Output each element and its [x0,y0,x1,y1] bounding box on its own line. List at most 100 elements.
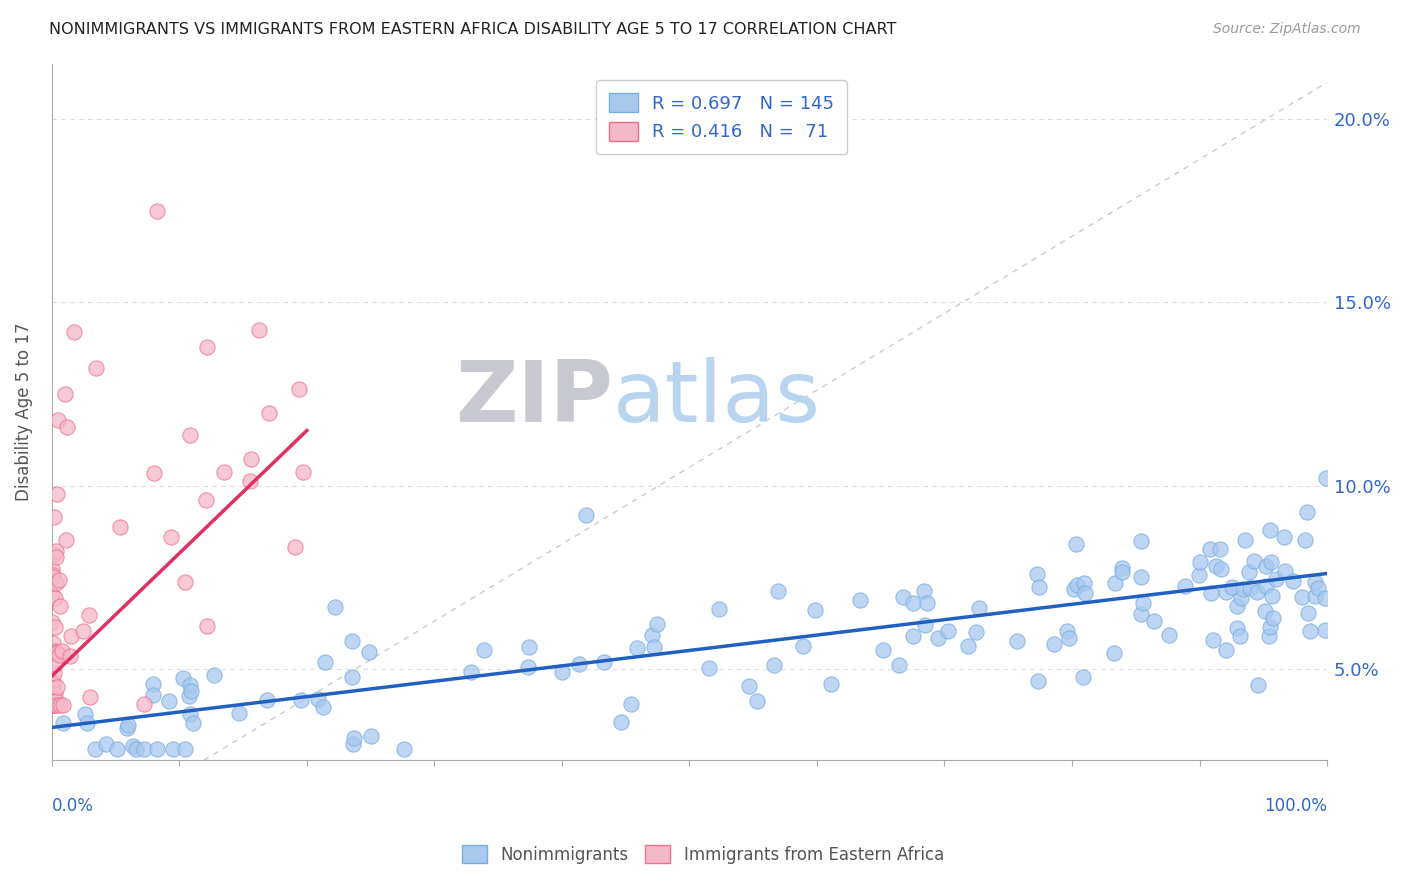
Point [1315,471,1337,485]
Point [1265,572,1288,586]
Point [228,706,250,721]
Text: 100.0%: 100.0% [1264,797,1327,815]
Point [1043,636,1066,650]
Point [738,679,761,693]
Point [1132,596,1154,610]
Point [1130,533,1153,548]
Point [472,643,495,657]
Point [342,738,364,752]
Point [1306,581,1329,595]
Point [551,665,574,679]
Point [1056,624,1078,638]
Point [360,729,382,743]
Point [891,590,914,604]
Point [1232,582,1254,597]
Point [44,687,66,701]
Point [41,681,63,695]
Point [1274,564,1296,578]
Text: NONIMMIGRANTS VS IMMIGRANTS FROM EASTERN AFRICA DISABILITY AGE 5 TO 17 CORRELATI: NONIMMIGRANTS VS IMMIGRANTS FROM EASTERN… [49,22,897,37]
Point [108,520,131,534]
Point [568,657,591,671]
Point [146,203,169,218]
Point [1066,537,1088,551]
Point [41,675,63,690]
Point [314,655,336,669]
Point [1129,569,1152,583]
Point [45,550,67,565]
Point [574,508,596,522]
Point [1066,577,1088,591]
Point [49,698,72,713]
Point [340,633,363,648]
Point [55,533,77,548]
Point [105,742,128,756]
Point [357,645,380,659]
Point [84,742,107,756]
Point [202,668,225,682]
Text: ZIP: ZIP [456,357,613,440]
Point [889,658,911,673]
Point [626,641,648,656]
Point [747,694,769,708]
Point [195,492,218,507]
Point [59,629,82,643]
Point [645,617,668,632]
Point [42,677,65,691]
Point [41,562,63,576]
Point [41,588,63,602]
Point [146,742,169,756]
Point [75,707,97,722]
Point [284,540,307,554]
Point [162,742,184,756]
Point [132,742,155,756]
Point [901,629,924,643]
Point [52,716,75,731]
Point [1229,629,1251,643]
Point [516,660,538,674]
Point [76,715,98,730]
Point [41,680,63,694]
Point [1254,579,1277,593]
Point [179,690,201,704]
Point [1291,590,1313,604]
Point [174,742,197,756]
Point [1057,631,1080,645]
Point [41,698,63,713]
Point [44,591,66,606]
Point [142,688,165,702]
Point [848,593,870,607]
Point [72,624,94,638]
Point [1202,632,1225,647]
Point [1111,561,1133,575]
Point [1215,643,1237,657]
Point [240,451,263,466]
Point [1222,581,1244,595]
Point [1229,591,1251,606]
Point [174,574,197,589]
Point [307,692,329,706]
Point [936,624,959,638]
Point [1226,599,1249,613]
Point [792,640,814,654]
Point [42,570,65,584]
Point [52,698,75,713]
Point [142,677,165,691]
Point [1294,533,1316,547]
Point [912,583,935,598]
Point [44,547,66,561]
Point [195,618,218,632]
Point [1296,505,1319,519]
Point [124,742,146,756]
Point [179,428,201,442]
Point [1258,629,1281,643]
Point [41,674,63,689]
Point [620,697,643,711]
Point [643,640,665,654]
Point [1258,524,1281,538]
Point [593,655,616,669]
Point [117,718,139,732]
Point [179,678,201,692]
Point [1299,624,1322,638]
Point [247,323,270,337]
Point [1111,565,1133,579]
